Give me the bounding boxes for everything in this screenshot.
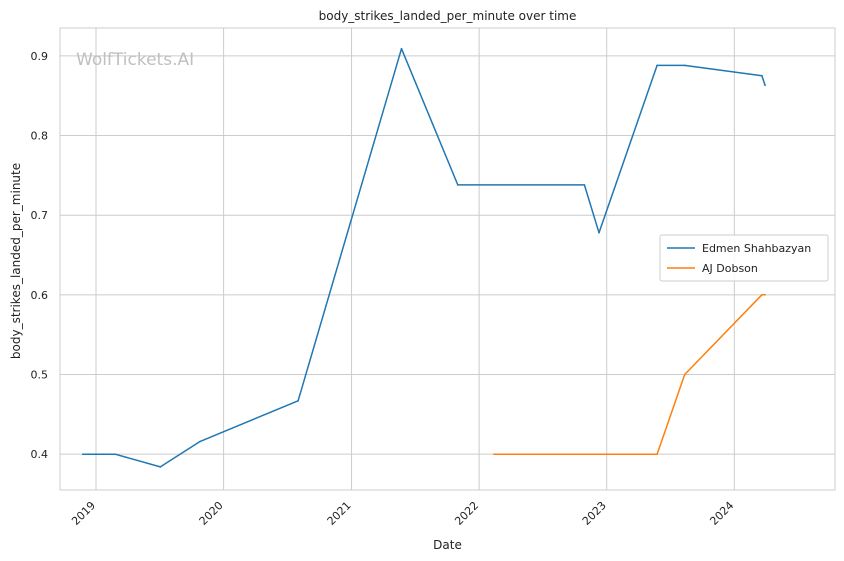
data-point — [114, 453, 117, 455]
data-point — [764, 84, 766, 87]
data-point — [493, 453, 495, 455]
legend-box — [659, 234, 829, 282]
data-point — [683, 373, 686, 376]
data-point — [457, 184, 459, 186]
series-lines — [81, 47, 766, 468]
plot-frame — [59, 27, 836, 491]
y-tick-labels: 0.4 0.5 0.6 0.7 0.8 0.9 — [31, 50, 49, 461]
data-point — [761, 74, 763, 77]
data-point — [598, 231, 600, 234]
data-point — [656, 64, 658, 67]
legend-label-0: Edmen Shahbazyan — [702, 242, 811, 255]
data-point — [81, 453, 84, 455]
y-tick-label: 0.4 — [31, 448, 49, 461]
data-point — [761, 294, 763, 296]
data-point — [683, 64, 686, 67]
watermark-text: WolfTickets.AI — [76, 50, 194, 70]
data-point — [199, 440, 201, 443]
data-point — [764, 294, 766, 296]
x-axis-title: Date — [433, 538, 462, 552]
data-point — [400, 47, 403, 50]
data-point — [583, 184, 586, 186]
legend: Edmen Shahbazyan AJ Dobson — [659, 234, 829, 282]
y-tick-label: 0.9 — [31, 50, 49, 63]
y-tick-label: 0.8 — [31, 130, 49, 143]
y-tick-label: 0.7 — [31, 209, 49, 222]
y-axis-title: body_strikes_landed_per_minute — [9, 163, 23, 359]
legend-label-1: AJ Dobson — [702, 262, 758, 275]
chart-title: body_strikes_landed_per_minute over time — [319, 9, 577, 23]
y-tick-label: 0.5 — [31, 369, 49, 382]
data-point — [656, 453, 658, 455]
data-point — [159, 466, 162, 468]
data-point — [297, 399, 299, 402]
grid — [60, 28, 835, 490]
y-tick-label: 0.6 — [31, 289, 49, 302]
